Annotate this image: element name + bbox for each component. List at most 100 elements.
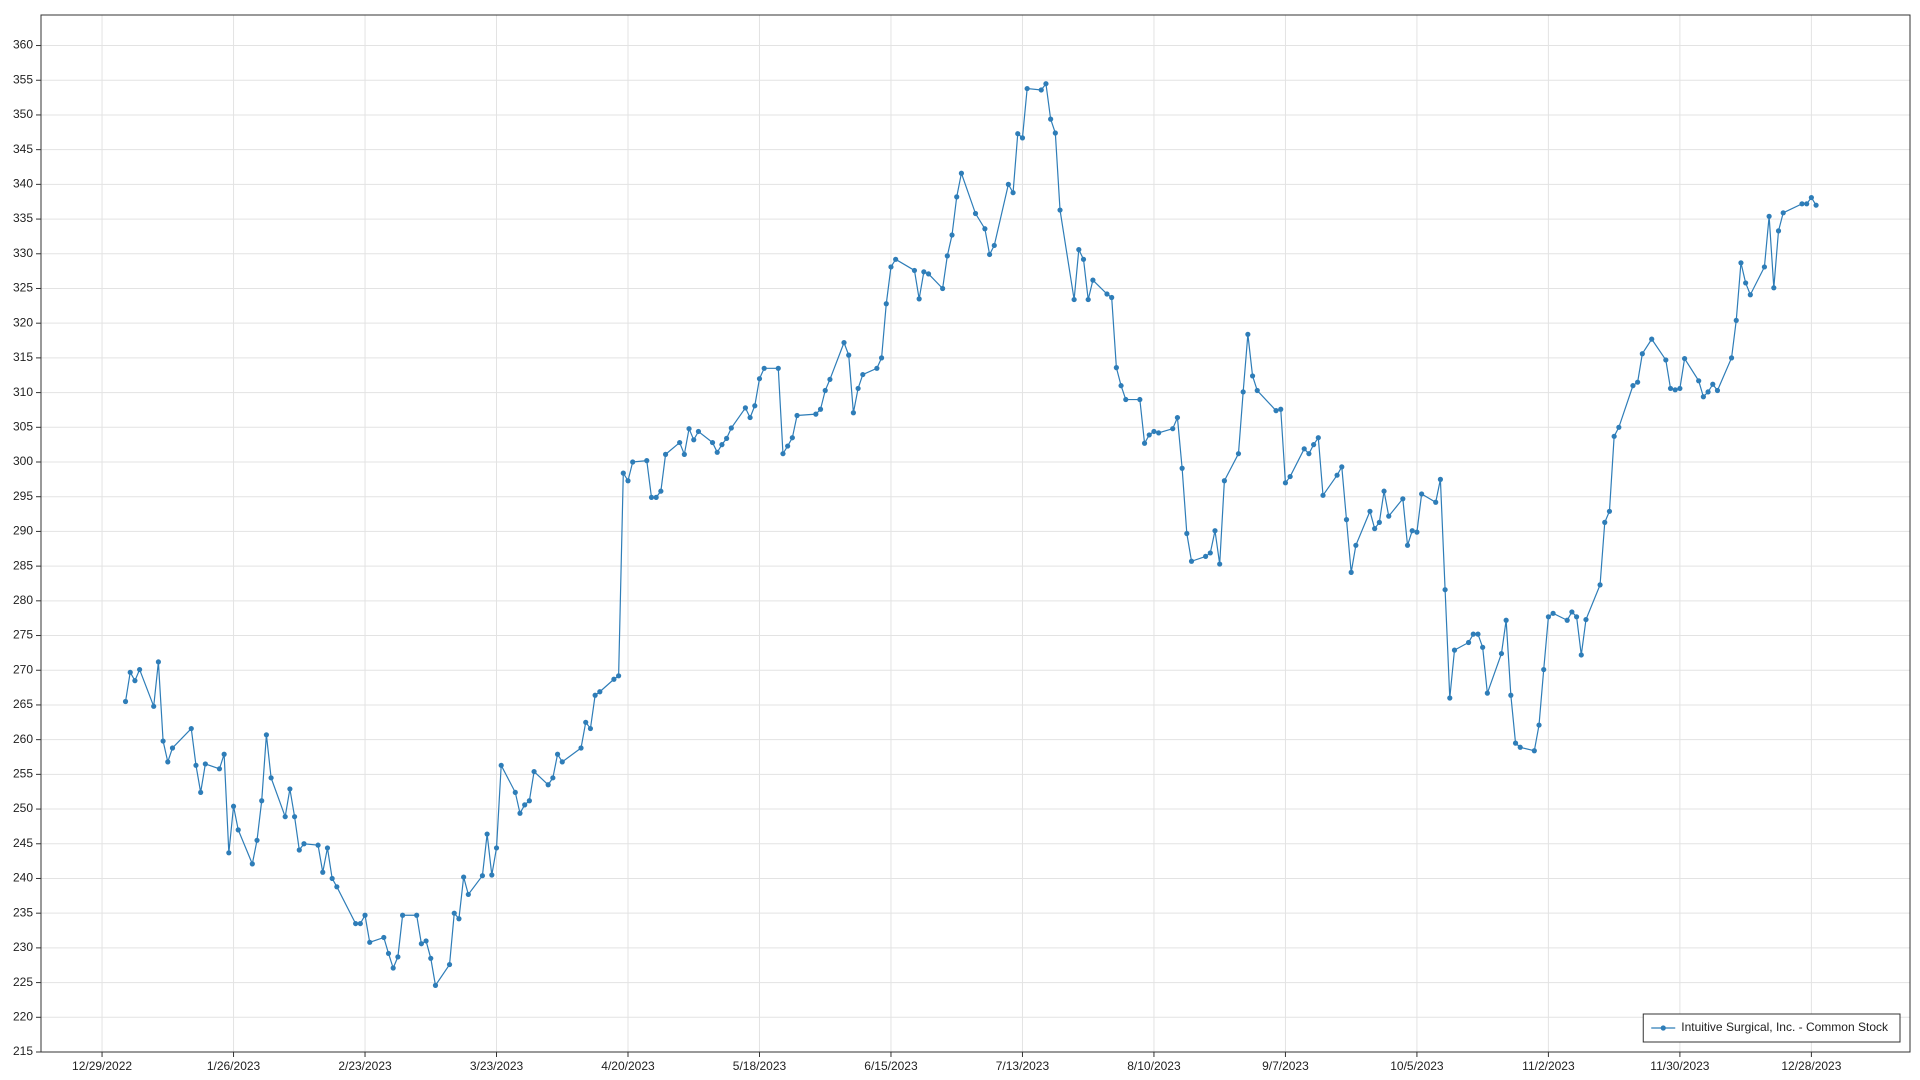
y-tick-label: 360 — [13, 38, 33, 52]
data-point — [785, 443, 791, 449]
data-point — [259, 798, 265, 804]
data-point — [367, 939, 373, 945]
data-point — [1550, 610, 1556, 616]
data-point — [1005, 181, 1011, 187]
data-point — [1531, 748, 1537, 754]
data-point — [1630, 383, 1636, 389]
y-tick-label: 355 — [13, 72, 33, 86]
data-point — [813, 411, 819, 417]
data-point — [925, 271, 932, 277]
data-point — [1137, 396, 1143, 403]
data-point — [202, 761, 208, 767]
data-point — [315, 842, 321, 848]
data-point — [1278, 406, 1284, 412]
data-point — [1508, 692, 1514, 698]
y-tick-label: 215 — [13, 1044, 33, 1058]
data-point — [423, 938, 429, 944]
data-point — [841, 340, 847, 346]
data-point — [587, 725, 594, 732]
data-point — [742, 405, 748, 411]
data-point — [165, 759, 171, 765]
data-point — [512, 789, 518, 796]
data-point — [714, 449, 720, 455]
data-point — [681, 451, 687, 457]
data-point — [1602, 519, 1608, 525]
data-point — [752, 403, 758, 409]
data-point — [958, 170, 965, 176]
data-point — [972, 210, 979, 217]
data-point — [709, 439, 716, 446]
y-tick-label: 240 — [13, 871, 33, 885]
legend-label: Intuitive Surgical, Inc. - Common Stock — [1681, 1020, 1889, 1034]
data-point — [893, 256, 899, 262]
data-point — [822, 387, 828, 394]
data-point — [1573, 614, 1580, 620]
data-point — [1545, 614, 1552, 620]
data-point — [954, 194, 960, 200]
data-point — [1677, 385, 1683, 392]
data-point — [1437, 476, 1444, 482]
data-point — [432, 982, 439, 988]
data-point — [493, 845, 500, 851]
data-point — [559, 759, 565, 765]
data-point — [874, 365, 880, 371]
data-point — [1512, 740, 1519, 746]
data-point — [1804, 201, 1810, 207]
data-point — [789, 435, 795, 441]
data-point — [1381, 488, 1387, 494]
y-tick-label: 300 — [13, 454, 33, 468]
data-point — [1710, 381, 1716, 387]
data-point — [827, 376, 833, 383]
data-point — [291, 814, 298, 820]
data-point — [860, 371, 866, 378]
series-line — [124, 82, 1817, 987]
data-point — [414, 912, 420, 918]
data-point — [428, 955, 434, 961]
data-point — [1240, 389, 1246, 395]
data-point — [1090, 277, 1096, 283]
data-point — [1174, 414, 1181, 421]
data-point — [1221, 478, 1227, 484]
data-point — [1442, 587, 1448, 593]
data-point — [1733, 317, 1739, 324]
data-point — [1433, 499, 1439, 505]
data-point — [846, 352, 852, 358]
data-point — [169, 745, 176, 751]
y-tick-label: 330 — [13, 246, 33, 260]
data-point — [1203, 553, 1209, 560]
data-point — [531, 768, 537, 775]
data-point — [658, 488, 664, 494]
data-point — [728, 425, 734, 431]
data-point — [1315, 435, 1321, 441]
data-point — [1597, 582, 1603, 588]
data-point — [775, 365, 781, 371]
data-point — [1207, 550, 1213, 556]
data-point — [747, 414, 753, 421]
x-tick-label: 2/23/2023 — [338, 1059, 392, 1073]
y-tick-label: 320 — [13, 315, 33, 329]
data-point — [301, 841, 307, 847]
data-point — [1498, 650, 1505, 657]
x-tick-label: 5/18/2023 — [733, 1059, 787, 1073]
data-point — [235, 827, 241, 833]
data-point — [1212, 528, 1218, 534]
y-tick-label: 230 — [13, 940, 33, 954]
data-point — [1705, 389, 1711, 395]
data-point — [1780, 210, 1786, 216]
data-point — [353, 920, 359, 927]
x-tick-label: 9/7/2023 — [1262, 1059, 1309, 1073]
data-point — [329, 875, 335, 882]
data-point — [1282, 480, 1289, 486]
data-point — [1104, 291, 1110, 297]
data-point — [1052, 130, 1058, 136]
legend: Intuitive Surgical, Inc. - Common Stock — [1642, 1013, 1901, 1043]
data-point — [1071, 296, 1077, 303]
data-point — [385, 950, 392, 957]
data-point — [456, 916, 462, 922]
y-tick-label: 270 — [13, 662, 33, 676]
data-point — [193, 762, 199, 768]
data-point — [1076, 247, 1082, 253]
data-point — [1141, 440, 1148, 446]
x-tick-label: 3/23/2023 — [470, 1059, 524, 1073]
y-tick-label: 260 — [13, 732, 33, 746]
